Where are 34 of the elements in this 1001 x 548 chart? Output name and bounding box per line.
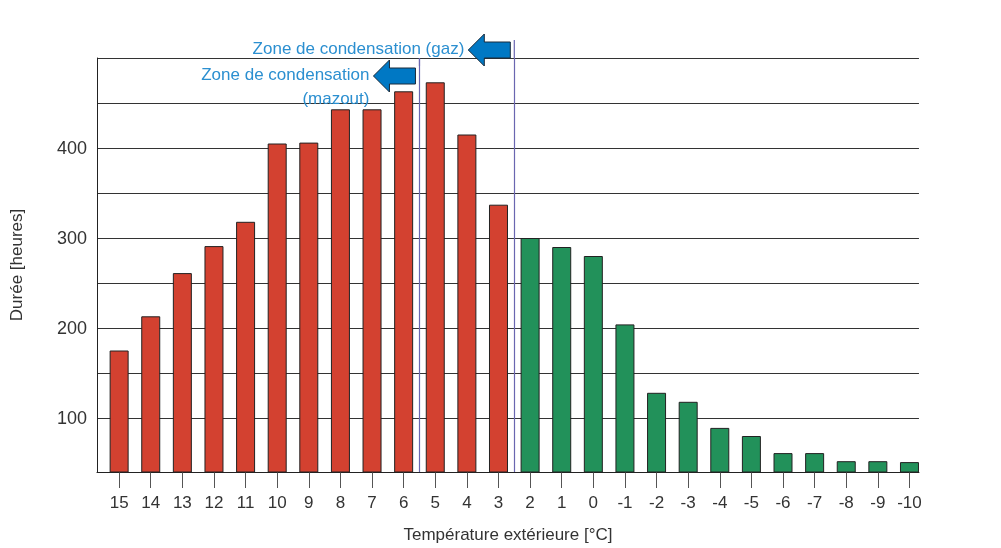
x-axis-title: Température extérieure [°C] — [403, 525, 613, 544]
x-tick-label: 7 — [367, 493, 377, 512]
x-tick-label: -9 — [870, 493, 886, 512]
y-tick-label: 300 — [56, 228, 87, 248]
y-tick-label: 400 — [56, 138, 87, 158]
x-tick-label: 11 — [236, 493, 255, 512]
x-tick-label: 8 — [335, 493, 346, 512]
x-tick-label: 4 — [462, 493, 472, 512]
x-tick-label: -6 — [775, 493, 791, 512]
x-tick-label: -4 — [712, 493, 728, 512]
ref-line-label: Zone de condensation (gaz) — [252, 38, 465, 58]
x-tick-label: -8 — [838, 493, 854, 512]
x-tick-label: 0 — [588, 493, 599, 512]
x-tick-label: 5 — [430, 493, 440, 512]
x-tick-label: -1 — [617, 493, 633, 512]
y-tick-label: 100 — [56, 408, 87, 428]
y-tick-label: 200 — [56, 318, 87, 338]
x-tick-label: 9 — [304, 493, 314, 512]
x-tick-label: 12 — [204, 493, 224, 512]
x-tick-label: 13 — [172, 493, 192, 512]
x-tick-label: 10 — [267, 493, 287, 512]
ref-line-label: Zone de condensation (mazout) — [201, 64, 370, 108]
x-tick-label: 6 — [398, 493, 409, 512]
x-tick-label: -7 — [807, 493, 823, 512]
x-tick-label: -2 — [649, 493, 665, 512]
x-tick-label: 14 — [141, 493, 161, 512]
x-tick-label: -5 — [743, 493, 759, 512]
y-axis-title: Durée [heures] — [7, 208, 26, 322]
x-tick-label: 1 — [556, 493, 567, 512]
x-tick-label: 2 — [525, 493, 535, 512]
x-tick-label: 3 — [493, 493, 504, 512]
x-tick-label: 15 — [109, 493, 129, 512]
x-tick-label: -3 — [680, 493, 696, 512]
x-tick-label: -10 — [897, 493, 922, 512]
